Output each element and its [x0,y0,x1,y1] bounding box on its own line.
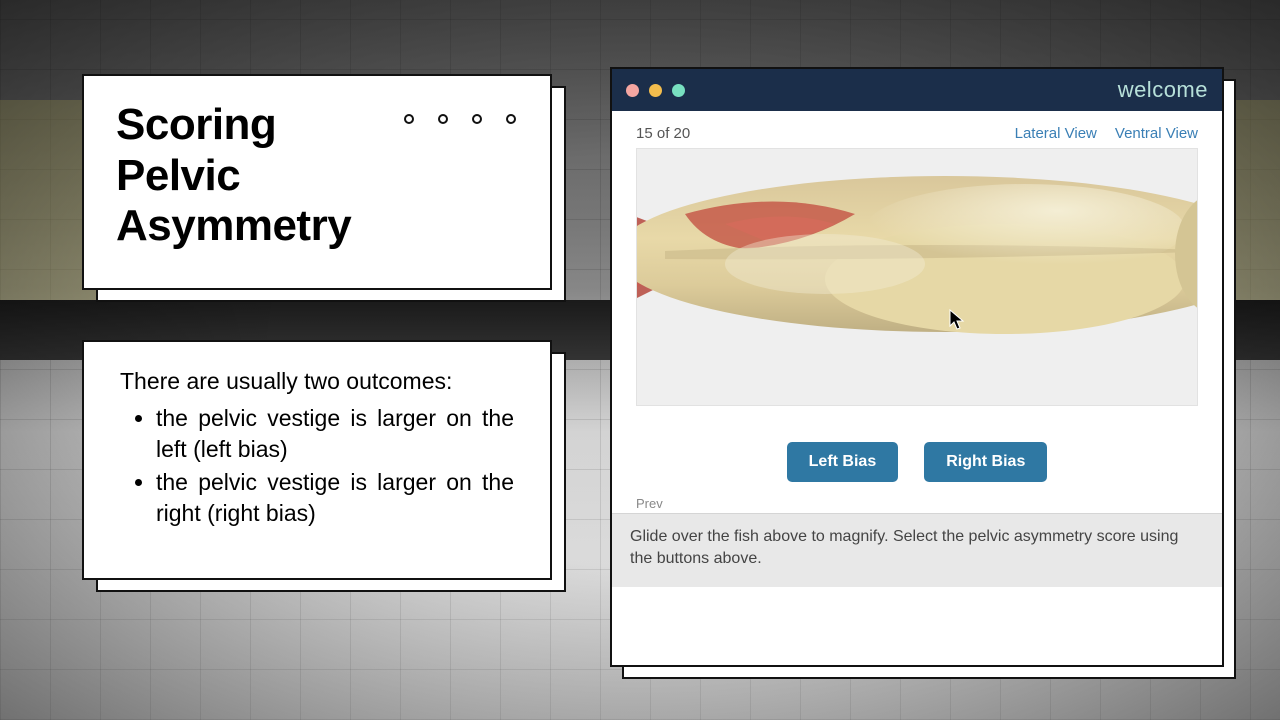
progress-counter: 15 of 20 [636,125,690,142]
traffic-lights [626,84,685,97]
title-line-1: Scoring [116,100,276,149]
title-card: Scoring Pelvic Asymmetry [82,74,552,290]
bias-button-row: Left Bias Right Bias [636,442,1198,482]
body-card: There are usually two outcomes: the pelv… [82,340,552,580]
dot-icon [472,114,482,124]
dot-icon [404,114,414,124]
titlebar: welcome [612,69,1222,111]
decorative-dots [404,114,516,124]
outcomes-list: the pelvic vestige is larger on the left… [120,403,514,529]
prev-link[interactable]: Prev [636,496,1198,511]
specimen-viewer[interactable] [636,148,1198,406]
cursor-icon [949,309,965,331]
app-body: 15 of 20 Lateral View Ventral View [612,111,1222,665]
right-bias-button[interactable]: Right Bias [924,442,1047,482]
title-line-2: Pelvic [116,151,240,200]
list-item: the pelvic vestige is larger on the righ… [156,467,514,529]
ventral-view-link[interactable]: Ventral View [1115,125,1198,142]
title-line-3: Asymmetry [116,201,351,250]
dot-icon [438,114,448,124]
app-window: welcome 15 of 20 Lateral View Ventral Vi… [610,67,1224,667]
left-bias-button[interactable]: Left Bias [787,442,899,482]
close-icon[interactable] [626,84,639,97]
list-item: the pelvic vestige is larger on the left… [156,403,514,465]
toolbar: 15 of 20 Lateral View Ventral View [636,125,1198,142]
lateral-view-link[interactable]: Lateral View [1015,125,1097,142]
help-text: Glide over the fish above to magnify. Se… [612,513,1222,587]
fish-specimen-image [636,169,1198,339]
maximize-icon[interactable] [672,84,685,97]
body-intro: There are usually two outcomes: [120,368,514,395]
welcome-label: welcome [1118,77,1208,103]
minimize-icon[interactable] [649,84,662,97]
dot-icon [506,114,516,124]
